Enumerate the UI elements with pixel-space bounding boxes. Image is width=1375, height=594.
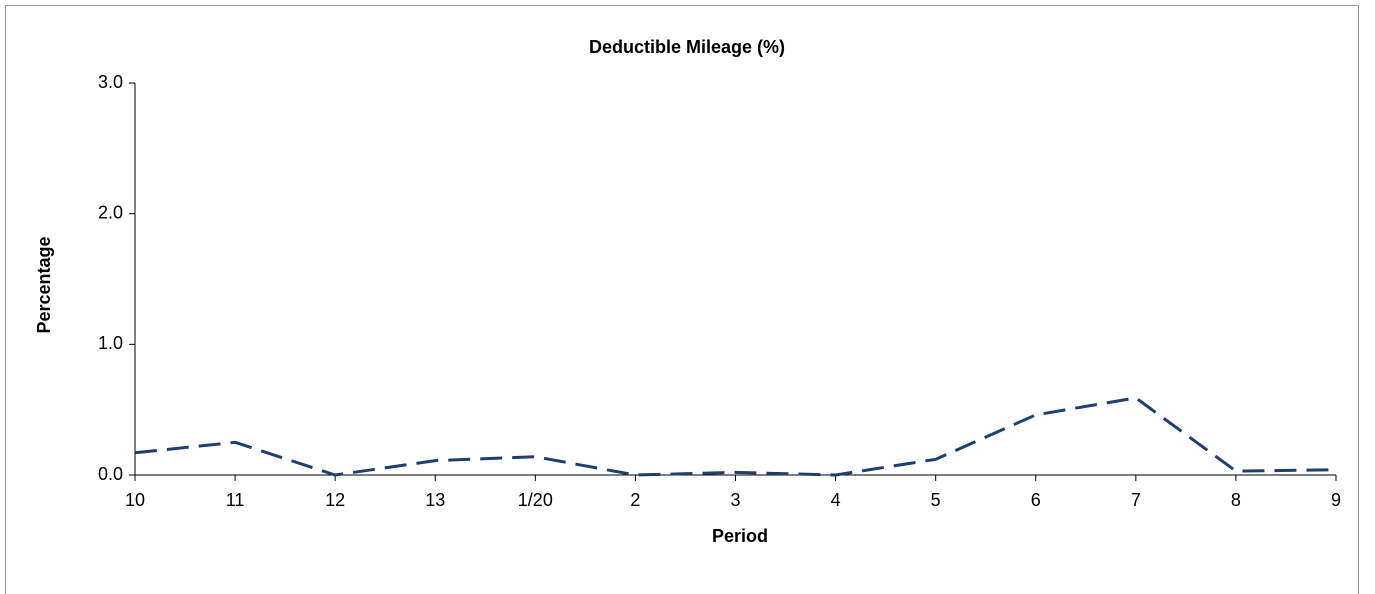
x-tick-label: 7 (1131, 490, 1141, 510)
y-tick-label: 2.0 (98, 202, 123, 222)
x-tick-label: 1/20 (518, 490, 553, 510)
y-tick-label: 3.0 (98, 72, 123, 92)
x-tick-label: 6 (1031, 490, 1041, 510)
y-axis-label: Percentage (34, 236, 54, 333)
x-tick-label: 2 (630, 490, 640, 510)
y-tick-label: 0.0 (98, 464, 123, 484)
chart-title: Deductible Mileage (%) (589, 37, 785, 57)
x-tick-label: 9 (1331, 490, 1341, 510)
x-tick-label: 8 (1231, 490, 1241, 510)
x-tick-label: 13 (425, 490, 445, 510)
x-tick-label: 12 (325, 490, 345, 510)
x-tick-label: 4 (831, 490, 841, 510)
data-line (134, 396, 1337, 477)
x-axis-label: Period (712, 526, 768, 546)
x-tick-label: 3 (730, 490, 740, 510)
x-tick-label: 5 (931, 490, 941, 510)
x-tick-label: 10 (125, 490, 145, 510)
x-tick-label: 11 (226, 490, 245, 510)
chart-border (5, 5, 1359, 594)
y-tick-label: 1.0 (98, 333, 123, 353)
